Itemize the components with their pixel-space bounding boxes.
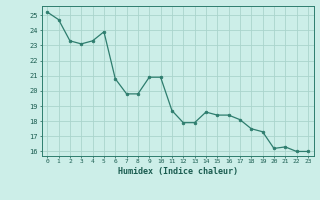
X-axis label: Humidex (Indice chaleur): Humidex (Indice chaleur): [118, 167, 237, 176]
